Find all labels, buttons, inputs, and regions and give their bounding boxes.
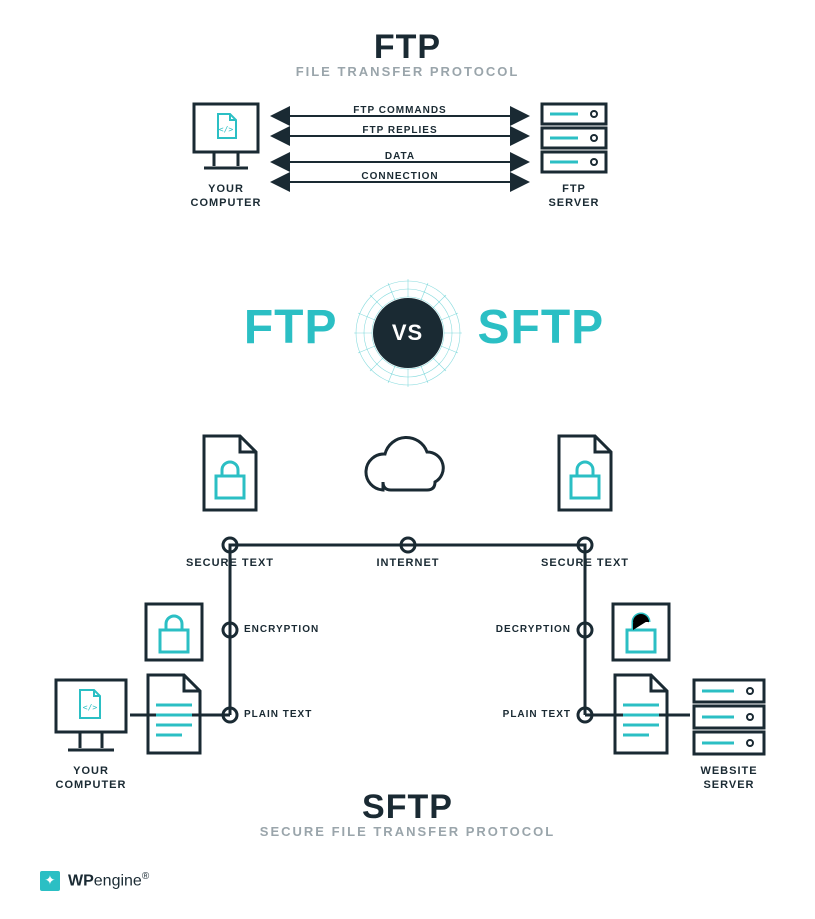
logo-mark-icon <box>40 871 60 891</box>
plaintext-right-icon <box>607 671 675 759</box>
vs-left: FTP <box>0 300 408 355</box>
vs-right: SFTP <box>408 300 815 355</box>
ftp-subtitle: FILE TRANSFER PROTOCOL <box>0 64 815 79</box>
cloud-icon <box>358 438 458 508</box>
secure-text-right-label: SECURE TEXT <box>535 556 635 570</box>
svg-text:</>: </> <box>219 125 234 134</box>
sftp-computer-icon: </> <box>52 676 130 760</box>
lock-open-shackle <box>609 600 673 664</box>
lock-closed-icon <box>142 600 206 664</box>
internet-label: INTERNET <box>358 556 458 570</box>
secure-file-left-icon <box>196 432 264 516</box>
decryption-label: DECRYPTION <box>496 624 571 635</box>
ftp-your-computer-label: YOUR COMPUTER <box>178 182 274 211</box>
plain-text-right-label: PLAIN TEXT <box>503 709 571 720</box>
ftp-server-icon <box>538 100 610 178</box>
plaintext-left-icon <box>140 671 208 759</box>
plain-text-left-label: PLAIN TEXT <box>244 709 312 720</box>
logo-text: WPengine® <box>68 871 149 890</box>
computer-icon: </> <box>190 100 262 178</box>
ftp-title: FTP <box>0 28 815 67</box>
sftp-subtitle: SECURE FILE TRANSFER PROTOCOL <box>0 824 815 839</box>
secure-text-left-label: SECURE TEXT <box>180 556 280 570</box>
secure-file-right-icon <box>551 432 619 516</box>
ftp-row-0: FTP COMMANDS <box>268 105 532 116</box>
vs-badge: VS <box>373 298 443 368</box>
ftp-row-2: DATA <box>268 151 532 162</box>
ftp-server-label: FTP SERVER <box>536 182 612 211</box>
website-server-icon <box>690 676 768 760</box>
svg-text:</>: </> <box>83 703 98 712</box>
wpengine-logo: WPengine® <box>40 871 149 891</box>
ftp-row-1: FTP REPLIES <box>268 125 532 136</box>
encryption-label: ENCRYPTION <box>244 624 319 635</box>
sftp-title: SFTP <box>0 788 815 827</box>
ftp-row-3: CONNECTION <box>268 171 532 182</box>
